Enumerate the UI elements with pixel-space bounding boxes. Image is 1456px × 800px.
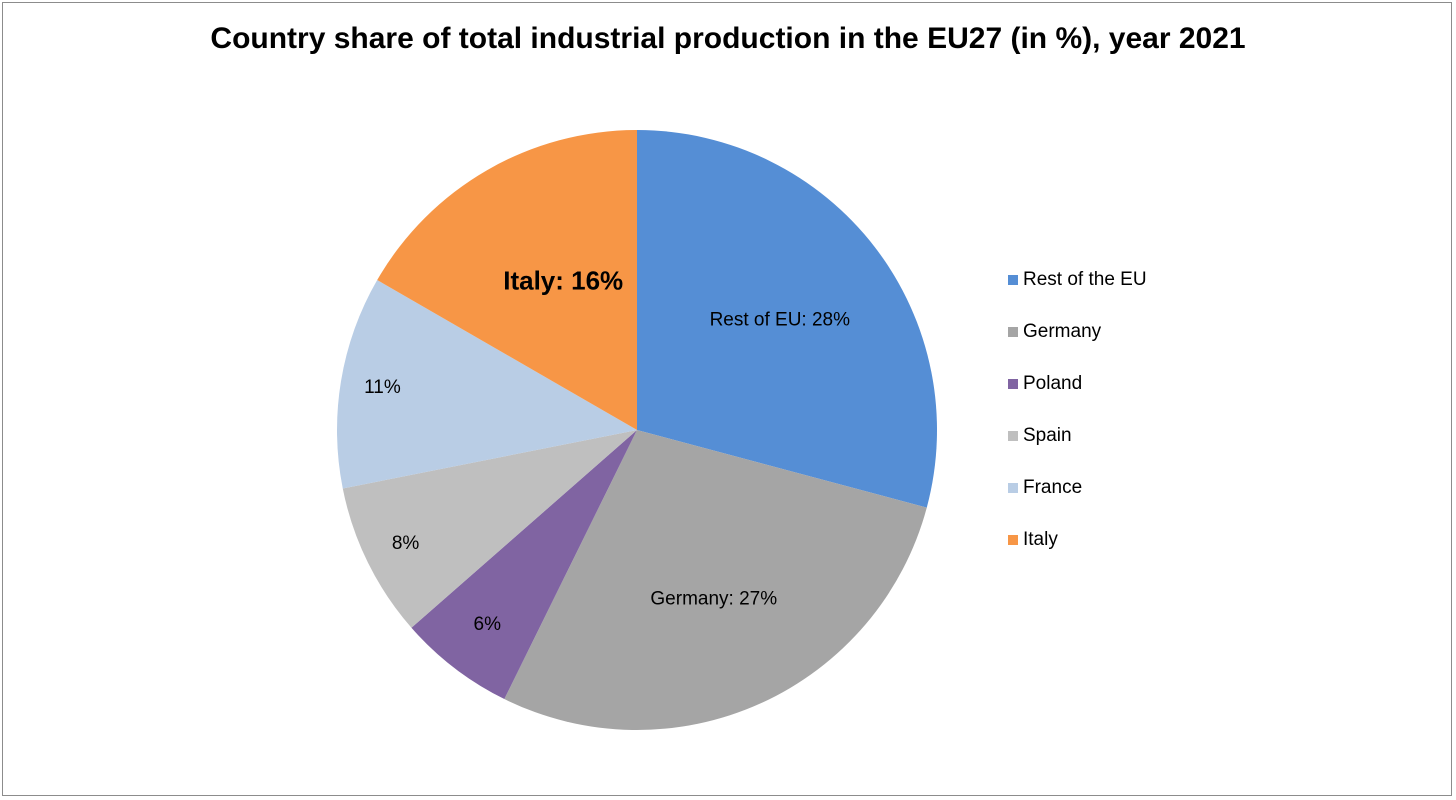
legend-swatch-poland: [1008, 379, 1018, 389]
slice-label-france: 11%: [364, 377, 401, 398]
legend-swatch-italy: [1008, 535, 1018, 545]
pie-slice-poland: [411, 430, 637, 700]
legend-label-poland: Poland: [1023, 373, 1083, 394]
legend-label-france: France: [1023, 477, 1083, 498]
slice-label-spain: 8%: [392, 533, 420, 554]
legend-item-italy: Italy: [1008, 528, 1148, 580]
pie-slice-france: [337, 280, 637, 489]
chart-title: Country share of total industrial produc…: [210, 22, 1246, 55]
legend-swatch-france: [1008, 483, 1018, 493]
slice-label-italy: Italy: 16%: [503, 265, 623, 295]
slice-label-germany: Germany: 27%: [650, 588, 777, 609]
legend-label-rest-of-eu: Rest of the EU: [1023, 269, 1147, 290]
legend-swatch-rest-of-eu: [1008, 275, 1018, 285]
legend-item-rest-of-eu: Rest of the EU: [1008, 268, 1148, 320]
pie-slice-germany: [504, 430, 927, 730]
slice-label-poland: 6%: [474, 614, 502, 635]
slice-label-rest-of-the-eu: Rest of EU: 28%: [710, 309, 851, 330]
legend: Rest of the EU Germany Poland Spain Fran…: [1008, 268, 1148, 580]
legend-label-germany: Germany: [1023, 321, 1102, 342]
pie-slice-spain: [342, 430, 637, 628]
legend-item-france: France: [1008, 476, 1148, 528]
legend-label-spain: Spain: [1023, 425, 1072, 446]
legend-swatch-germany: [1008, 327, 1018, 337]
legend-item-spain: Spain: [1008, 424, 1148, 476]
pie-slice-rest-of-the-eu: [637, 130, 938, 508]
pie-slice-italy: [377, 130, 637, 430]
legend-item-germany: Germany: [1008, 320, 1148, 372]
legend-label-italy: Italy: [1023, 529, 1058, 550]
legend-swatch-spain: [1008, 431, 1018, 441]
legend-item-poland: Poland: [1008, 372, 1148, 424]
